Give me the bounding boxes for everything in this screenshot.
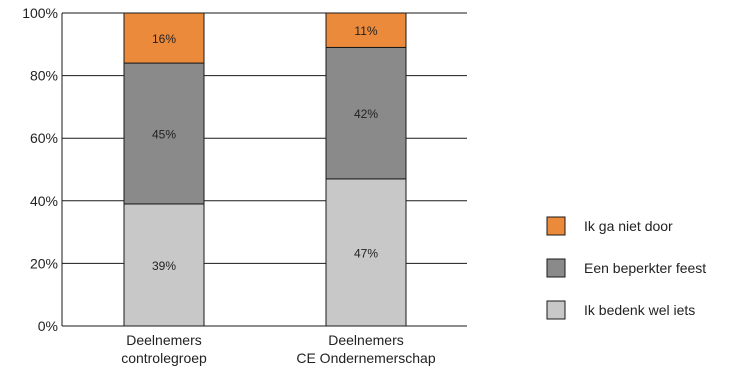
y-tick-label: 60% — [30, 130, 58, 146]
data-label: 39% — [152, 259, 176, 273]
legend-label: Ik ga niet door — [584, 218, 673, 234]
data-label: 16% — [152, 32, 176, 46]
data-label: 45% — [152, 128, 176, 142]
legend-swatch — [546, 258, 566, 278]
y-tick-label: 40% — [30, 193, 58, 209]
bars — [123, 12, 407, 327]
data-label: 47% — [354, 246, 378, 260]
legend-label: Ik bedenk wel iets — [584, 302, 695, 318]
legend-swatch — [546, 300, 566, 320]
category-label: Deelnemers — [328, 332, 403, 348]
category-labels: Deelnemers controlegroep Deelnemers CE Onde… — [121, 332, 436, 366]
category-label: Deelnemers — [126, 332, 201, 348]
y-tick-label: 0% — [38, 318, 58, 334]
y-tick-label: 100% — [22, 5, 58, 21]
bar-segment — [325, 46, 407, 180]
bar-segment — [123, 12, 205, 64]
y-tick-label: 20% — [30, 255, 58, 271]
data-label: 11% — [354, 24, 377, 38]
category-label: CE Ondernemerschap — [296, 350, 436, 366]
data-label: 42% — [354, 107, 378, 121]
data-labels: 39% 45% 16% 47% 42% 11% — [152, 24, 378, 273]
legend-label: Een beperkter feest — [584, 260, 706, 276]
bar-segment — [325, 12, 407, 48]
y-tick-label: 80% — [30, 68, 58, 84]
bar-segment — [123, 203, 205, 327]
legend: Ik ga niet door Een beperkter feest Ik bed… — [546, 216, 706, 320]
bar-segment — [123, 62, 205, 205]
y-axis: 0% 20% 40% 60% 80% 100% — [22, 5, 63, 334]
legend-swatch — [546, 216, 566, 236]
category-label: controlegroep — [121, 350, 207, 366]
